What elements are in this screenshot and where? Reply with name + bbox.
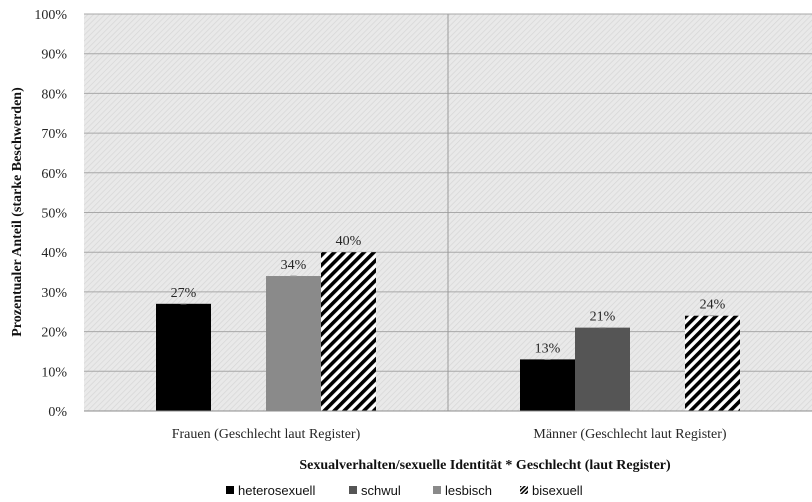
legend-label-schwul: schwul xyxy=(361,483,401,498)
category-labels: Frauen (Geschlecht laut Register) Männer … xyxy=(172,427,727,442)
category-label: Männer (Geschlecht laut Register) xyxy=(533,427,727,442)
legend: heterosexuell schwul lesbisch bisexuell xyxy=(226,483,583,498)
y-tick-label: 40% xyxy=(41,246,67,261)
data-label: 40% xyxy=(336,234,362,249)
legend-swatch-schwul xyxy=(349,486,357,494)
legend-swatch-lesbisch xyxy=(433,486,441,494)
y-tick-label: 10% xyxy=(41,365,67,380)
bar-schwul-maenner xyxy=(575,327,630,411)
y-tick-label: 90% xyxy=(41,48,67,63)
x-axis-title: Sexualverhalten/sexuelle Identität * Ges… xyxy=(299,458,671,473)
data-label: 34% xyxy=(281,258,307,273)
legend-swatch-bisexuell xyxy=(520,486,528,494)
legend-label-heterosexuell: heterosexuell xyxy=(238,483,315,498)
y-axis-ticks: 0% 10% 20% 30% 40% 50% 60% 70% 80% 90% 100% xyxy=(34,8,67,420)
y-tick-label: 70% xyxy=(41,127,67,142)
y-tick-label: 100% xyxy=(34,8,67,23)
y-tick-label: 0% xyxy=(48,405,67,420)
legend-label-lesbisch: lesbisch xyxy=(445,483,492,498)
data-labels-group: 27% 34% 40% 13% 21% 24% xyxy=(171,234,726,356)
bar-heterosexuell-maenner xyxy=(520,359,575,411)
bars-group xyxy=(156,251,740,411)
bar-bisexuell-maenner xyxy=(685,315,740,411)
y-tick-label: 60% xyxy=(41,167,67,182)
data-label: 21% xyxy=(590,310,616,325)
bar-lesbisch-frauen xyxy=(266,276,321,411)
y-tick-label: 50% xyxy=(41,207,67,222)
legend-swatch-heterosexuell xyxy=(226,486,234,494)
data-label: 24% xyxy=(700,298,726,313)
y-axis-title: Prozentualer Anteil (starke Beschwerden) xyxy=(10,87,25,337)
data-label: 13% xyxy=(535,341,561,356)
data-label: 27% xyxy=(171,286,197,301)
category-label: Frauen (Geschlecht laut Register) xyxy=(172,427,361,442)
y-tick-label: 30% xyxy=(41,286,67,301)
y-tick-label: 20% xyxy=(41,326,67,341)
y-tick-label: 80% xyxy=(41,87,67,102)
bar-bisexuell-frauen xyxy=(321,252,376,411)
legend-label-bisexuell: bisexuell xyxy=(532,483,583,498)
bar-heterosexuell-frauen xyxy=(156,303,211,411)
